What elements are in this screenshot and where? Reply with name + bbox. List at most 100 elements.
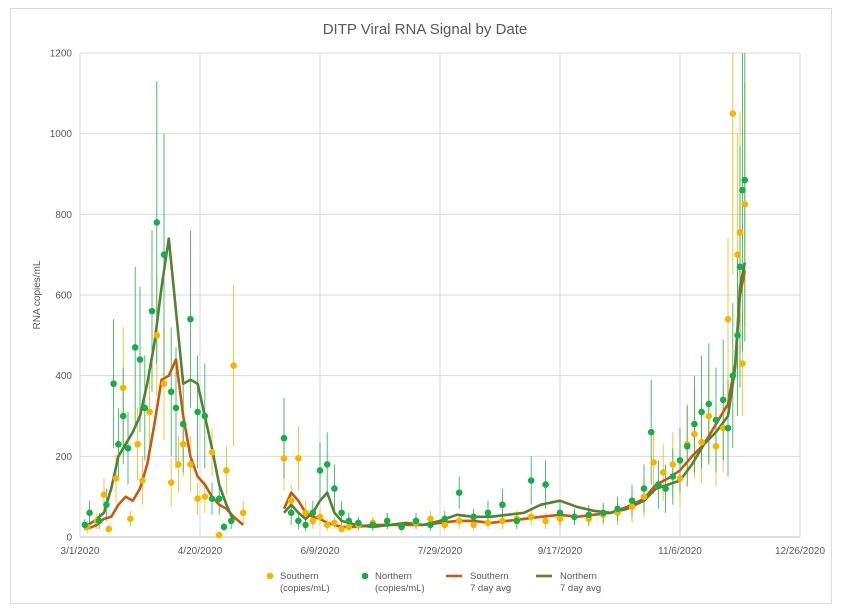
data-point [136,356,144,363]
data-point [441,515,449,523]
data-point [119,412,127,420]
data-point [705,412,713,420]
legend-label: Southern [470,571,509,582]
y-tick-label: 400 [55,371,72,382]
legend-label-sub: 7 day avg [470,583,511,594]
data-point [484,519,492,527]
data-point [542,481,549,488]
data-point [105,525,113,533]
axes: 0 200 400 600 800 1000 1200 3/1/2020 4/20/2020 6/… [50,49,826,558]
data-point [323,461,331,468]
data-point [369,521,377,529]
data-point [412,517,420,525]
data-point [208,495,216,502]
data-point [338,525,345,533]
data-point [724,424,732,432]
legend-label-sub: (copies/mL) [375,583,425,594]
legend-label-sub: (copies/mL) [280,583,330,594]
data-point [287,509,295,517]
legend: Southern(copies/mL)Northern(copies/mL)So… [266,571,601,594]
data-point [160,380,168,388]
data-point [179,420,187,428]
data-point [112,475,120,482]
data-point [280,455,288,462]
y-tick-label: 200 [55,452,72,463]
data-point [484,509,492,517]
data-point [309,509,317,517]
data-point [175,461,182,468]
data-point [110,380,117,388]
x-tick-label: 7/29/2020 [418,546,463,557]
data-point [729,372,737,379]
data-point [698,408,705,416]
data-point [659,469,667,476]
data-point [316,467,324,474]
data-point [739,360,746,367]
data-point [719,396,727,404]
data-point [455,517,463,525]
data-point [655,481,662,488]
data-point [676,475,684,482]
data-point [302,509,309,517]
legend-marker [266,572,274,580]
data-point [124,444,132,452]
data-point [160,251,168,258]
data-point [729,110,737,117]
data-point [628,503,636,511]
legend-label: Southern [280,571,319,582]
data-point [628,497,636,505]
data-point [741,176,749,184]
data-point [295,455,302,462]
x-tick-label: 12/26/2020 [775,546,825,557]
data-point [201,412,209,420]
data-point [131,344,139,351]
legend-marker [361,572,369,580]
average-lines [84,237,747,531]
x-tick-label: 4/20/2020 [178,546,223,557]
data-point [167,479,175,486]
data-point [139,477,146,484]
data-point [669,461,677,468]
data-point [527,477,535,484]
data-point [172,404,180,412]
data-point [383,517,391,525]
data-point [734,332,741,339]
data-point [712,416,720,424]
data-point [698,438,705,446]
data-point [470,521,477,529]
data-point [499,517,506,525]
legend-label: Northern [375,571,412,582]
data-point [398,523,405,531]
data-point [691,430,698,438]
data-point [331,519,338,527]
data-point [599,509,607,517]
data-point [705,400,713,408]
data-point [153,332,161,339]
data-point [585,511,593,519]
data-point [81,521,89,529]
data-point [194,495,201,502]
y-tick-label: 1200 [50,49,73,60]
data-point [345,517,353,525]
data-point [640,485,648,492]
data-point [194,408,201,416]
data-point [153,219,161,226]
data-point [215,531,223,539]
y-tick-label: 800 [55,210,72,221]
data-point [683,442,691,450]
y-tick-label: 0 [66,533,72,544]
x-tick-label: 3/1/2020 [61,546,100,557]
data-point [100,491,108,498]
data-point [115,440,122,448]
data-point [141,404,149,412]
data-point [513,517,521,525]
data-point [676,457,684,464]
data-point [295,517,302,525]
data-point [345,523,353,531]
data-point [669,473,677,480]
data-point [280,434,288,442]
chart-frame [10,8,832,604]
data-point [470,513,477,521]
data-point [95,517,103,525]
